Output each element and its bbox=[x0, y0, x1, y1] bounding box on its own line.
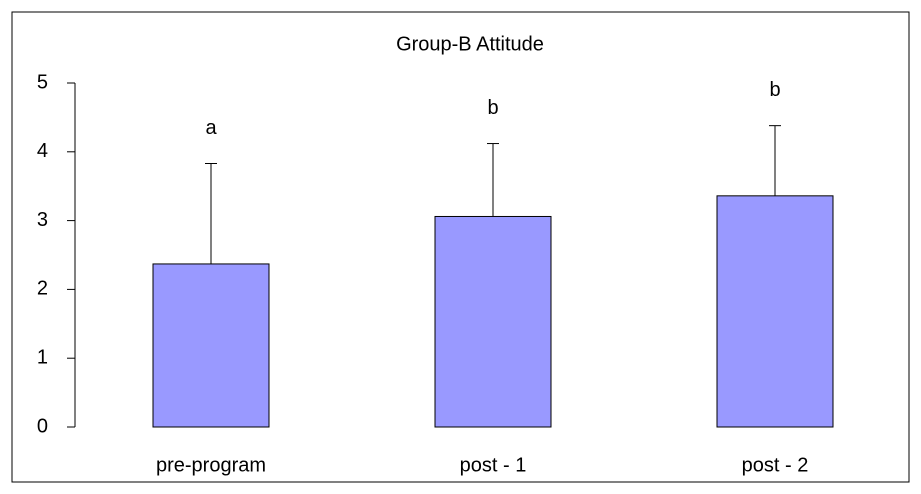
y-tick-label: 2 bbox=[37, 278, 48, 300]
error-bar bbox=[769, 125, 781, 196]
annotation: a bbox=[205, 117, 217, 139]
y-tick-label: 0 bbox=[37, 415, 48, 437]
annotation: b bbox=[487, 97, 498, 119]
y-tick-label: 1 bbox=[37, 346, 48, 368]
bar bbox=[716, 195, 834, 428]
bar bbox=[152, 263, 270, 428]
error-bar bbox=[205, 162, 217, 264]
bar bbox=[434, 215, 552, 428]
y-tick-label: 4 bbox=[37, 140, 48, 162]
x-tick-label: pre-program bbox=[156, 454, 266, 476]
x-tick-label: post - 1 bbox=[460, 454, 527, 476]
y-tick-label: 5 bbox=[37, 71, 48, 93]
error-bar bbox=[487, 143, 499, 217]
x-tick-label: post - 2 bbox=[742, 454, 809, 476]
chart-title: Group-B Attitude bbox=[396, 33, 544, 55]
annotation: b bbox=[769, 79, 780, 101]
y-tick-label: 3 bbox=[37, 209, 48, 231]
